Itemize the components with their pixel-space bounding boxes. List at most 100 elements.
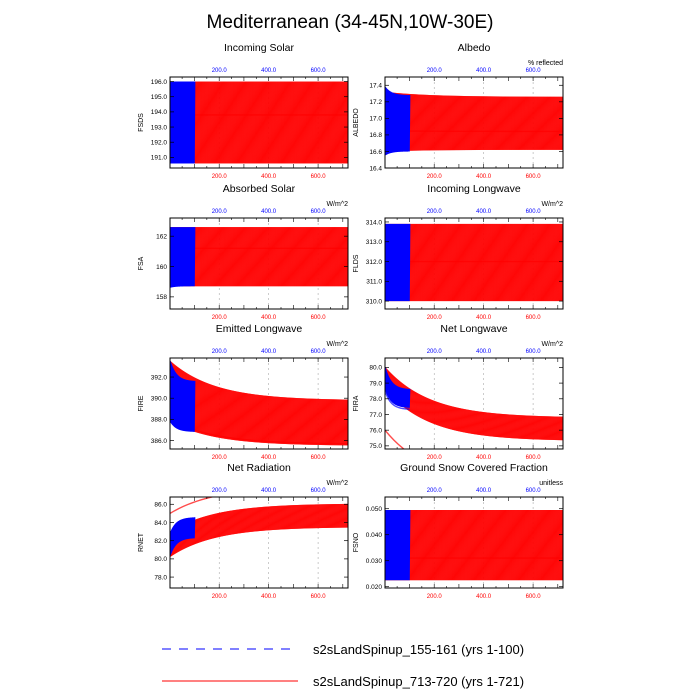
plot-frame xyxy=(384,76,564,169)
y-axis-label: RNET xyxy=(138,532,145,552)
y-tick-label: 16.4 xyxy=(369,165,382,172)
series-case2 xyxy=(170,81,348,164)
y-tick-label: 84.0 xyxy=(154,520,167,527)
y-tick-label: 158 xyxy=(156,294,167,301)
panel-title: Absorbed Solar xyxy=(223,183,296,195)
panel-title: Emitted Longwave xyxy=(216,323,303,335)
y-tick-label: 193.0 xyxy=(151,124,168,131)
x-tick-label-top: 200.0 xyxy=(427,488,443,494)
y-tick-label: 75.0 xyxy=(369,443,382,450)
x-tick-label-bottom: 400.0 xyxy=(476,315,492,321)
x-tick-label-top: 600.0 xyxy=(526,209,542,215)
x-tick-label-bottom: 200.0 xyxy=(212,315,228,321)
series-case2 xyxy=(385,91,563,152)
series-case2 xyxy=(385,509,563,581)
y-tick-label: 79.0 xyxy=(369,380,382,387)
y-tick-label: 76.0 xyxy=(369,427,382,434)
panel-title: Incoming Solar xyxy=(224,42,295,54)
series-case2 xyxy=(385,367,563,441)
x-tick-label-top: 200.0 xyxy=(212,349,228,355)
y-tick-label: 80.0 xyxy=(369,365,382,372)
series-mid-case2 xyxy=(170,497,215,514)
panel-fire: Emitted Longwave W/m^2 FIRE 386.0 388.0 390.0… xyxy=(138,323,349,461)
y-tick-label: 0.050 xyxy=(366,506,383,513)
panel-units: W/m^2 xyxy=(541,201,563,208)
panel-fira: Net Longwave W/m^2 FIRA 75.0 76.0 77.0 78.0 79.… xyxy=(353,323,564,461)
y-tick-label: 196.0 xyxy=(151,79,168,86)
panel-title: Net Radiation xyxy=(227,462,291,474)
y-axis-label: FSNO xyxy=(353,532,360,552)
x-tick-label-top: 400.0 xyxy=(261,209,277,215)
x-tick-label-top: 600.0 xyxy=(526,488,542,494)
y-tick-label: 386.0 xyxy=(151,438,168,445)
y-tick-label: 388.0 xyxy=(151,417,168,424)
y-axis-label: FIRE xyxy=(138,395,145,411)
series-case1 xyxy=(385,223,411,302)
x-tick-label-top: 600.0 xyxy=(311,68,327,74)
y-tick-label: 17.2 xyxy=(369,99,382,106)
x-tick-label-top: 400.0 xyxy=(261,488,277,494)
x-tick-label-bottom: 600.0 xyxy=(311,594,327,600)
panel-units: % reflected xyxy=(528,60,563,67)
y-tick-label: 16.6 xyxy=(369,149,382,156)
x-tick-label-top: 400.0 xyxy=(261,68,277,74)
legend: s2sLandSpinup_155-161 (yrs 1-100) s2sLan… xyxy=(162,642,524,689)
y-tick-label: 17.4 xyxy=(369,83,382,90)
plot-frame xyxy=(169,76,349,169)
panel-units: W/m^2 xyxy=(541,341,563,348)
series-case1 xyxy=(385,86,411,156)
x-tick-label-bottom: 200.0 xyxy=(427,174,443,180)
series-mid-case2 xyxy=(170,418,348,445)
x-tick-label-bottom: 400.0 xyxy=(261,455,277,461)
x-tick-label-bottom: 200.0 xyxy=(212,174,228,180)
x-tick-label-bottom: 400.0 xyxy=(261,594,277,600)
series-case2 xyxy=(385,223,563,302)
plot-frame xyxy=(169,217,349,310)
y-axis-label: FLDS xyxy=(353,254,360,272)
x-tick-label-bottom: 200.0 xyxy=(427,455,443,461)
x-tick-label-top: 600.0 xyxy=(526,68,542,74)
y-tick-label: 191.0 xyxy=(151,155,168,162)
series-case1 xyxy=(385,509,411,581)
y-tick-label: 192.0 xyxy=(151,140,168,147)
x-tick-label-top: 200.0 xyxy=(212,488,228,494)
x-tick-label-bottom: 600.0 xyxy=(526,174,542,180)
panel-units: W/m^2 xyxy=(326,480,348,487)
x-tick-label-bottom: 400.0 xyxy=(476,594,492,600)
series-mid-case1 xyxy=(170,247,195,250)
panel-units: W/m^2 xyxy=(326,201,348,208)
x-tick-label-top: 200.0 xyxy=(427,209,443,215)
plot-frame xyxy=(169,496,349,589)
series-mid-case2 xyxy=(385,130,563,133)
x-tick-label-bottom: 200.0 xyxy=(427,315,443,321)
x-tick-label-top: 400.0 xyxy=(476,349,492,355)
y-tick-label: 392.0 xyxy=(151,374,168,381)
y-tick-label: 77.0 xyxy=(369,412,382,419)
y-axis-label: ALBEDO xyxy=(353,108,360,137)
x-tick-label-top: 400.0 xyxy=(476,68,492,74)
y-tick-label: 78.0 xyxy=(369,396,382,403)
y-tick-label: 390.0 xyxy=(151,396,168,403)
x-tick-label-top: 200.0 xyxy=(212,209,228,215)
panel-flds: Incoming Longwave W/m^2 FLDS 310.0 311.0 312.… xyxy=(353,183,564,321)
x-tick-label-bottom: 400.0 xyxy=(261,174,277,180)
x-tick-label-bottom: 200.0 xyxy=(212,594,228,600)
y-tick-label: 80.0 xyxy=(154,556,167,563)
x-tick-label-top: 400.0 xyxy=(261,349,277,355)
x-tick-label-bottom: 200.0 xyxy=(427,594,443,600)
panel-units: unitless xyxy=(539,480,563,487)
panel-fsno: Ground Snow Covered Fraction unitless FSNO… xyxy=(353,462,564,600)
y-tick-label: 82.0 xyxy=(154,538,167,545)
y-tick-label: 17.0 xyxy=(369,116,382,123)
x-tick-label-bottom: 200.0 xyxy=(212,455,228,461)
x-tick-label-bottom: 600.0 xyxy=(526,594,542,600)
plot-frame xyxy=(169,357,349,450)
panel-title: Albedo xyxy=(458,42,491,54)
y-tick-label: 314.0 xyxy=(366,219,383,226)
y-tick-label: 195.0 xyxy=(151,94,168,101)
figure-title: Mediterranean (34-45N,10W-30E) xyxy=(207,12,494,33)
x-tick-label-bottom: 400.0 xyxy=(261,315,277,321)
y-axis-label: FSA xyxy=(138,256,145,270)
panel-rnet: Net Radiation W/m^2 RNET 78.0 80.0 82.0 84.0 86… xyxy=(138,462,349,600)
